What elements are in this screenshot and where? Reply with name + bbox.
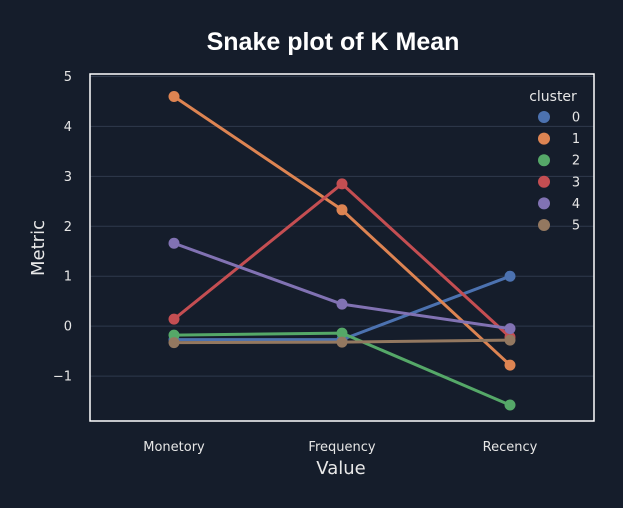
y-tick-label: 0	[64, 320, 72, 335]
series-layer	[168, 90, 516, 411]
plot-frame	[89, 73, 595, 422]
series-4	[168, 237, 516, 335]
data-point	[168, 313, 180, 325]
data-point	[336, 178, 348, 190]
y-tick-label: 5	[64, 70, 72, 85]
data-point	[168, 337, 180, 349]
data-point	[504, 399, 516, 411]
y-axis-ticks: −1 0 1 2 3 4 5	[53, 70, 72, 385]
legend-label: 0	[572, 111, 580, 126]
y-tick-label: −1	[53, 370, 72, 385]
x-axis-ticks: Monetory Frequency Recency	[143, 440, 537, 455]
data-point	[336, 204, 348, 216]
legend-label: 5	[572, 219, 580, 234]
y-axis-label: Metric	[28, 220, 49, 276]
y-tick-label: 3	[64, 170, 72, 185]
legend-label: 2	[572, 154, 580, 169]
series-1	[168, 90, 516, 371]
y-tick-label: 4	[64, 120, 72, 135]
legend-marker	[538, 154, 550, 167]
legend-marker	[538, 175, 550, 188]
data-point	[168, 237, 180, 249]
data-point	[504, 359, 516, 371]
chart-title: Snake plot of K Mean	[207, 28, 460, 56]
data-point	[504, 323, 516, 335]
x-tick-label: Monetory	[143, 440, 205, 455]
x-axis-label: Value	[316, 458, 365, 479]
legend-marker	[538, 132, 550, 145]
data-point	[168, 90, 180, 102]
legend-label: 4	[572, 197, 580, 212]
legend-title: cluster	[529, 89, 577, 105]
x-tick-label: Frequency	[308, 440, 375, 455]
y-tick-label: 2	[64, 220, 72, 235]
y-tick-label: 1	[64, 270, 72, 285]
data-point	[504, 334, 516, 346]
series-5	[168, 334, 516, 349]
legend: cluster 0 1 2 3 4 5	[529, 89, 580, 234]
legend-marker	[538, 111, 550, 123]
data-point	[336, 327, 348, 339]
data-point	[504, 270, 516, 282]
x-tick-label: Recency	[483, 440, 538, 455]
legend-label: 3	[572, 175, 580, 190]
legend-marker	[538, 197, 550, 210]
legend-label: 1	[572, 132, 580, 147]
grid-lines	[90, 75, 594, 377]
data-point	[336, 298, 348, 310]
data-point	[336, 336, 348, 348]
legend-marker	[538, 219, 550, 231]
